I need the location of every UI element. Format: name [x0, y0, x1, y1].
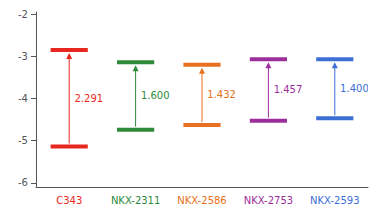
- svg-text:-2: -2: [18, 9, 28, 20]
- svg-text:NKX-2586: NKX-2586: [177, 195, 226, 206]
- svg-text:1.400: 1.400: [340, 83, 369, 94]
- svg-text:C343: C343: [56, 195, 82, 206]
- svg-text:-3: -3: [18, 51, 28, 62]
- svg-text:NKX-2311: NKX-2311: [111, 195, 160, 206]
- svg-text:1.432: 1.432: [207, 89, 236, 100]
- svg-text:-4: -4: [18, 93, 28, 104]
- svg-text:1.600: 1.600: [141, 90, 170, 101]
- svg-text:-6: -6: [18, 177, 28, 188]
- svg-text:2.291: 2.291: [75, 93, 104, 104]
- svg-text:NKX-2753: NKX-2753: [244, 195, 293, 206]
- svg-text:-5: -5: [18, 135, 28, 146]
- svg-text:1.457: 1.457: [274, 84, 303, 95]
- svg-text:NKX-2593: NKX-2593: [310, 195, 359, 206]
